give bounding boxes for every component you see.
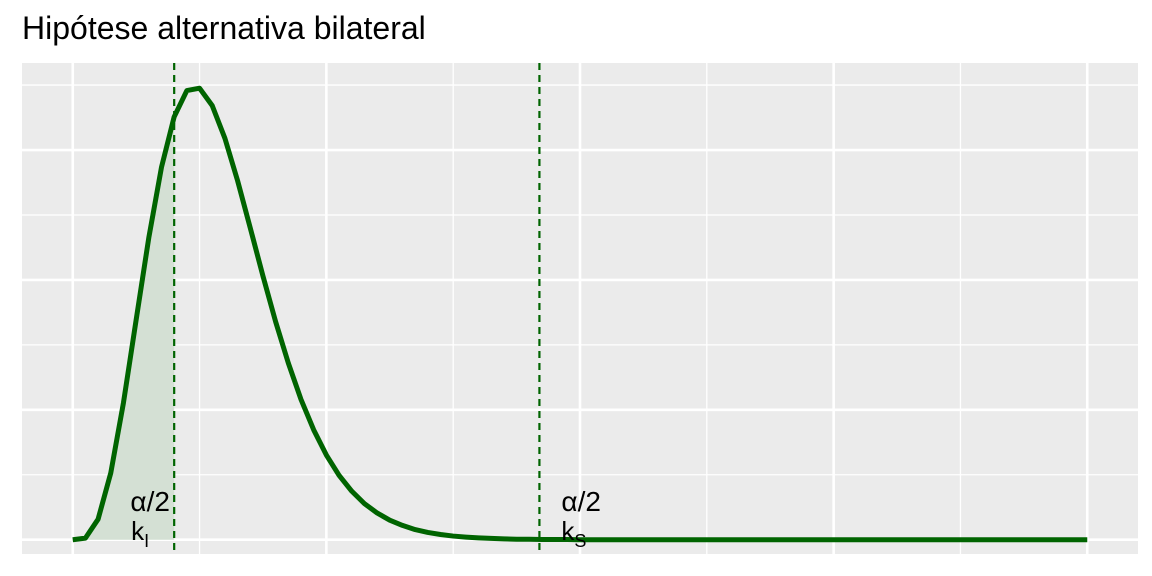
critical-lines (173, 63, 541, 554)
lower-tail-area (72, 116, 175, 540)
tail-label-alpha-half: α/2 (561, 486, 601, 517)
density-curve (72, 85, 1088, 543)
critical-label-k-s: kS (561, 516, 586, 551)
grid-lines (22, 63, 1138, 554)
tail-areas (72, 116, 1088, 540)
critical-label-k-i: kI (131, 516, 149, 551)
tail-label-alpha-half: α/2 (130, 486, 170, 517)
chart-title: Hipótese alternativa bilateral (22, 10, 426, 46)
